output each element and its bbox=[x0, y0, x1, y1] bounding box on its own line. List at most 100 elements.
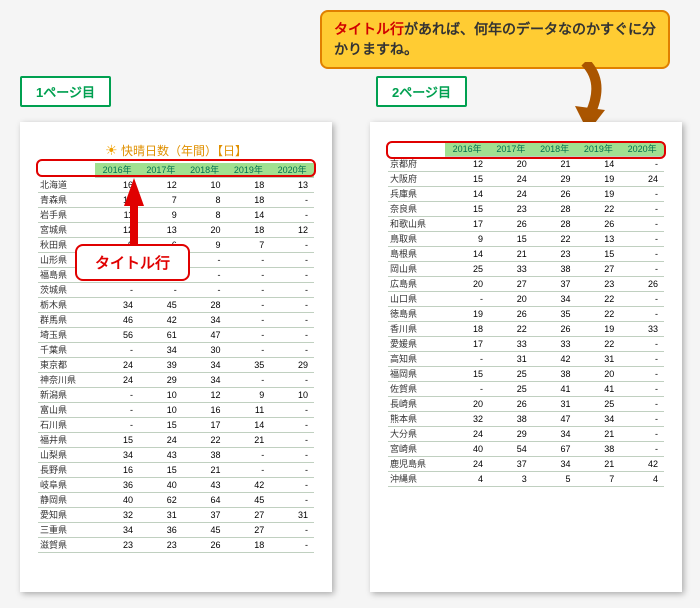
cell-value: 22 bbox=[576, 337, 620, 352]
row-label: 鹿児島県 bbox=[388, 457, 445, 472]
title-row-callout: タイトル行 bbox=[75, 244, 190, 281]
row-label: 愛媛県 bbox=[388, 337, 445, 352]
cell-value: - bbox=[139, 283, 183, 298]
cell-value: - bbox=[270, 268, 314, 283]
table-row: 熊本県32384734- bbox=[388, 412, 664, 427]
cell-value: 38 bbox=[576, 442, 620, 457]
table-row: 長崎県20263125- bbox=[388, 397, 664, 412]
cell-value: - bbox=[270, 403, 314, 418]
cell-value: 42 bbox=[139, 313, 183, 328]
cell-value: - bbox=[270, 478, 314, 493]
cell-value: 26 bbox=[533, 187, 577, 202]
cell-value: 33 bbox=[489, 337, 533, 352]
row-label: 岐阜県 bbox=[38, 478, 95, 493]
row-label: 千葉県 bbox=[38, 343, 95, 358]
row-label: 兵庫県 bbox=[388, 187, 445, 202]
page1: ☀ 快晴日数（年間）【日】 2016年 2017年 2018年 2019年 20… bbox=[20, 122, 332, 592]
cell-value: 15 bbox=[95, 433, 139, 448]
table-row: 山口県-203422- bbox=[388, 292, 664, 307]
table-row: 鹿児島県2437342142 bbox=[388, 457, 664, 472]
table-row: 岡山県25333827- bbox=[388, 262, 664, 277]
row-label: 徳島県 bbox=[388, 307, 445, 322]
cell-value: 20 bbox=[183, 223, 227, 238]
cell-value: 35 bbox=[533, 307, 577, 322]
cell-value: 42 bbox=[620, 457, 664, 472]
cell-value: 43 bbox=[183, 478, 227, 493]
table-row: 北海道1612101813 bbox=[38, 178, 314, 193]
row-label: 山口県 bbox=[388, 292, 445, 307]
cell-value: 24 bbox=[139, 433, 183, 448]
cell-value: - bbox=[620, 217, 664, 232]
cell-value: - bbox=[270, 253, 314, 268]
cell-value: 34 bbox=[95, 523, 139, 538]
cell-value: 34 bbox=[139, 343, 183, 358]
cell-value: 27 bbox=[226, 508, 270, 523]
cell-value: - bbox=[270, 418, 314, 433]
cell-value: 22 bbox=[576, 292, 620, 307]
row-label: 山梨県 bbox=[38, 448, 95, 463]
cell-value: 10 bbox=[270, 388, 314, 403]
table-row: 広島県2027372326 bbox=[388, 277, 664, 292]
cell-value: 24 bbox=[95, 358, 139, 373]
cell-value: - bbox=[620, 427, 664, 442]
callout-explainer: タイトル行があれば、何年のデータなのかすぐに分かりますね。 bbox=[320, 10, 670, 69]
row-label: 青森県 bbox=[38, 193, 95, 208]
row-label: 福岡県 bbox=[388, 367, 445, 382]
table-row: 岐阜県36404342- bbox=[38, 478, 314, 493]
table-row: 愛知県3231372731 bbox=[38, 508, 314, 523]
cell-value: 36 bbox=[139, 523, 183, 538]
row-label: 大阪府 bbox=[388, 172, 445, 187]
cell-value: 34 bbox=[533, 292, 577, 307]
cell-value: 18 bbox=[226, 223, 270, 238]
cell-value: 23 bbox=[95, 538, 139, 553]
cell-value: - bbox=[270, 193, 314, 208]
table-row: 福岡県15253820- bbox=[388, 367, 664, 382]
cell-value: 34 bbox=[95, 448, 139, 463]
cell-value: 34 bbox=[533, 457, 577, 472]
cell-value: 28 bbox=[533, 217, 577, 232]
cell-value: 10 bbox=[183, 178, 227, 193]
row-label: 長野県 bbox=[38, 463, 95, 478]
cell-value: 14 bbox=[226, 208, 270, 223]
cell-value: - bbox=[270, 328, 314, 343]
cell-value: 15 bbox=[489, 232, 533, 247]
cell-value: - bbox=[445, 352, 489, 367]
cell-value: 19 bbox=[576, 172, 620, 187]
row-label: 香川県 bbox=[388, 322, 445, 337]
cell-value: - bbox=[226, 268, 270, 283]
cell-value: - bbox=[620, 352, 664, 367]
row-label: 神奈川県 bbox=[38, 373, 95, 388]
arrow-up-icon bbox=[124, 178, 144, 206]
row-label: 鳥取県 bbox=[388, 232, 445, 247]
table-row: 群馬県464234-- bbox=[38, 313, 314, 328]
table-row: 奈良県15232822- bbox=[388, 202, 664, 217]
table-row: 大分県24293421- bbox=[388, 427, 664, 442]
table-row: 栃木県344528-- bbox=[38, 298, 314, 313]
table-row: 宮城県1213201812 bbox=[38, 223, 314, 238]
table-row: 宮崎県40546738- bbox=[388, 442, 664, 457]
row-label: 群馬県 bbox=[38, 313, 95, 328]
cell-value: 31 bbox=[489, 352, 533, 367]
row-label: 富山県 bbox=[38, 403, 95, 418]
table-row: 高知県-314231- bbox=[388, 352, 664, 367]
cell-value: 21 bbox=[183, 463, 227, 478]
row-label: 高知県 bbox=[388, 352, 445, 367]
cell-value: 5 bbox=[533, 472, 577, 487]
cell-value: 24 bbox=[445, 457, 489, 472]
data-table-page1: 2016年 2017年 2018年 2019年 2020年 北海道1612101… bbox=[38, 163, 314, 553]
row-label: 広島県 bbox=[388, 277, 445, 292]
row-label: 北海道 bbox=[38, 178, 95, 193]
row-label: 岡山県 bbox=[388, 262, 445, 277]
row-label: 福井県 bbox=[38, 433, 95, 448]
cell-value: - bbox=[95, 388, 139, 403]
sun-icon: ☀ bbox=[105, 142, 118, 158]
cell-value: 22 bbox=[489, 322, 533, 337]
cell-value: 23 bbox=[139, 538, 183, 553]
cell-value: 15 bbox=[139, 463, 183, 478]
cell-value: 21 bbox=[489, 247, 533, 262]
cell-value: 41 bbox=[533, 382, 577, 397]
cell-value: 24 bbox=[445, 427, 489, 442]
cell-value: 21 bbox=[576, 427, 620, 442]
cell-value: 13 bbox=[576, 232, 620, 247]
cell-value: - bbox=[95, 403, 139, 418]
